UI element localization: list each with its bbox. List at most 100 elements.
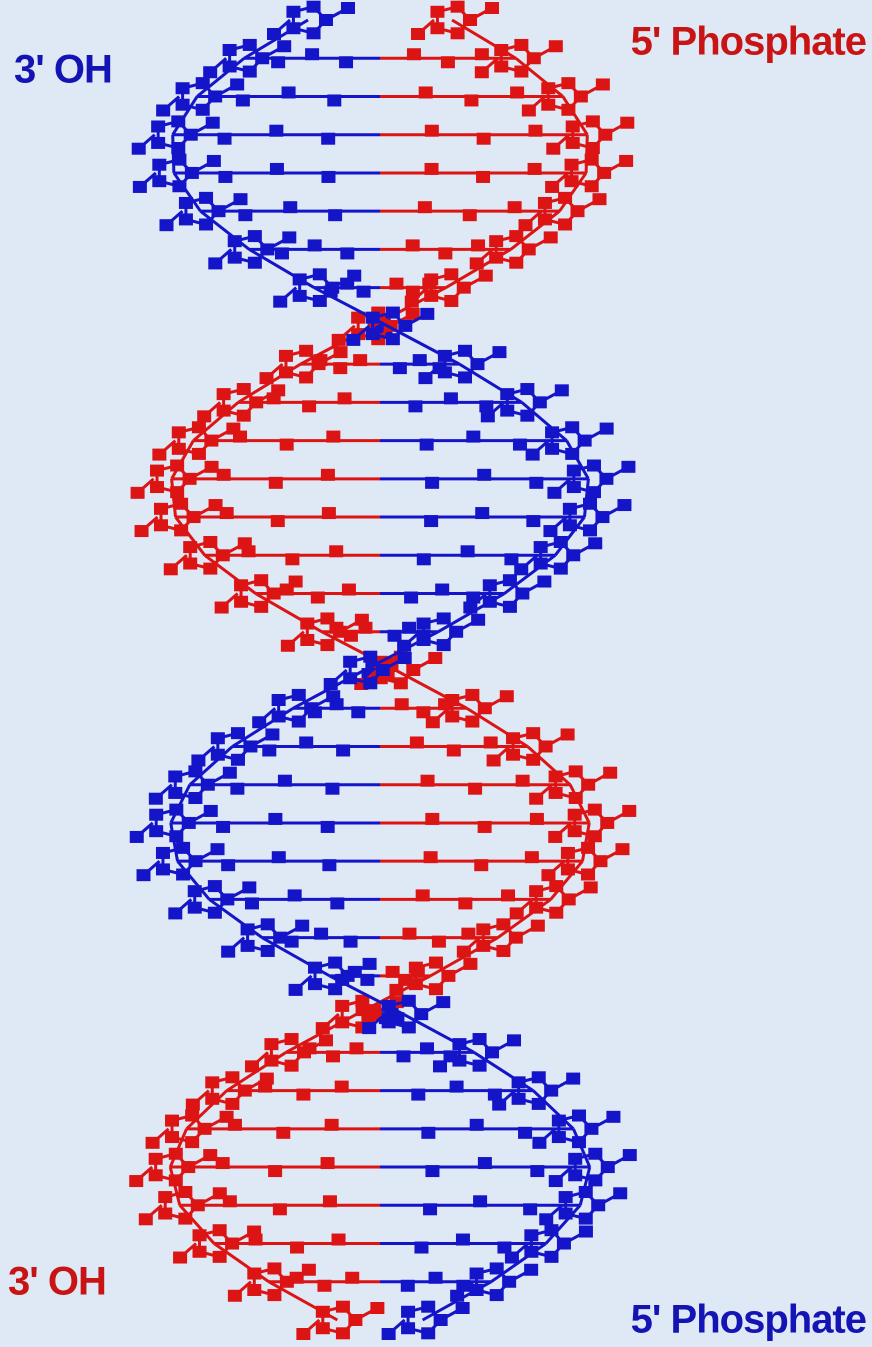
atom: [230, 78, 244, 90]
atom: [525, 851, 539, 863]
atom: [225, 1098, 239, 1110]
atom: [474, 859, 488, 871]
atom: [566, 137, 580, 149]
atom: [197, 410, 211, 422]
atom: [183, 541, 197, 553]
atom: [398, 652, 412, 664]
atom: [461, 928, 475, 940]
atom: [500, 388, 514, 400]
atom: [158, 1208, 172, 1220]
atom: [404, 592, 418, 604]
atom: [336, 1301, 350, 1313]
atom: [478, 1157, 492, 1169]
atom: [492, 346, 506, 358]
atom: [509, 230, 523, 242]
atom: [290, 1242, 304, 1254]
atom: [444, 268, 458, 280]
atom: [288, 889, 302, 901]
atom: [326, 1050, 340, 1062]
atom: [425, 477, 439, 489]
atom: [311, 592, 325, 604]
atom: [302, 400, 316, 412]
atom: [273, 296, 287, 308]
atom: [477, 133, 491, 145]
atom: [205, 1076, 219, 1088]
atom: [477, 469, 491, 481]
atom: [193, 1246, 207, 1258]
atom: [248, 230, 262, 242]
atom: [549, 40, 563, 52]
atom: [546, 143, 560, 155]
atom: [382, 1016, 396, 1028]
atom: [441, 56, 455, 68]
atom: [438, 366, 452, 378]
atom: [273, 1203, 287, 1215]
atom: [176, 842, 190, 854]
atom: [231, 727, 245, 739]
atom: [277, 40, 291, 52]
atom: [300, 634, 314, 646]
atom: [519, 219, 533, 231]
atom: [203, 66, 217, 78]
atom: [280, 439, 294, 451]
atom: [503, 574, 517, 586]
atom: [137, 869, 151, 881]
atom: [146, 1137, 160, 1149]
atom: [285, 1033, 299, 1045]
atom: [313, 295, 327, 307]
atom: [172, 443, 186, 455]
atom: [617, 499, 631, 511]
atom: [220, 1111, 234, 1123]
atom: [510, 86, 524, 98]
atom: [320, 639, 334, 651]
atom: [355, 614, 369, 626]
atom: [593, 193, 607, 205]
atom: [475, 66, 489, 78]
atom: [213, 1187, 227, 1199]
atom: [438, 247, 452, 259]
atom: [588, 804, 602, 816]
atom: [572, 1110, 586, 1122]
atom: [247, 1284, 261, 1296]
atom: [321, 133, 335, 145]
atom: [596, 78, 610, 90]
atom: [241, 923, 255, 935]
atom: [292, 716, 306, 728]
atom: [544, 1251, 558, 1263]
atom: [302, 1264, 316, 1276]
atom: [424, 273, 438, 285]
atom: [319, 1034, 333, 1046]
atom: [426, 716, 440, 728]
atom: [458, 897, 472, 909]
atom: [490, 1262, 504, 1274]
atom: [332, 1234, 346, 1246]
atom: [494, 60, 508, 72]
atom: [321, 171, 335, 183]
atom: [228, 235, 242, 247]
atom: [247, 1226, 261, 1238]
atom: [216, 821, 230, 833]
atom: [458, 345, 472, 357]
atom: [561, 847, 575, 859]
atom: [208, 880, 222, 892]
atom: [568, 809, 582, 821]
atom: [420, 1042, 434, 1054]
atom: [242, 881, 256, 893]
atom: [452, 1038, 466, 1050]
atom: [437, 639, 451, 651]
atom: [600, 423, 614, 435]
atom: [308, 978, 322, 990]
atom: [465, 716, 479, 728]
atom: [344, 936, 358, 948]
atom: [342, 584, 356, 596]
atom: [262, 744, 276, 756]
atom: [386, 333, 400, 345]
atom: [518, 1127, 532, 1139]
atom: [188, 885, 202, 897]
atom: [523, 1203, 537, 1215]
atom: [154, 519, 168, 531]
atom: [151, 120, 165, 132]
atom: [150, 481, 164, 493]
atom: [328, 209, 342, 221]
atom: [588, 1148, 602, 1160]
